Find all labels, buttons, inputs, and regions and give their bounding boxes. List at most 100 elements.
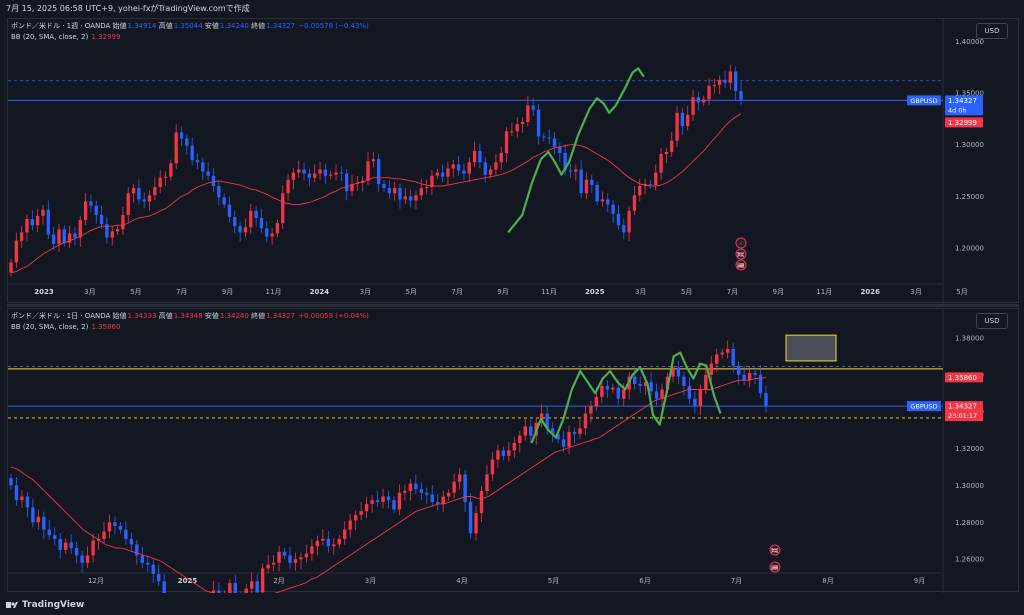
symbol-tag	[907, 401, 941, 412]
candle-body	[387, 188, 391, 194]
candle-body	[343, 529, 347, 539]
price-tag-value: 1.34327	[948, 97, 977, 105]
candle-body	[299, 557, 303, 560]
daily-change: +0.00059 (+0.04%)	[298, 312, 369, 320]
candle-body	[126, 193, 130, 215]
candle-body	[386, 496, 391, 501]
candle-body	[146, 562, 150, 565]
candle-body	[403, 490, 407, 493]
candle-body	[121, 214, 125, 230]
candle-body	[723, 79, 727, 83]
candle-body	[217, 590, 221, 593]
candle-body	[318, 169, 322, 174]
candle-body	[632, 376, 637, 384]
daily-high: 1.34348	[173, 312, 203, 320]
candle-body	[115, 229, 120, 232]
candle-body	[408, 196, 413, 201]
candle-body	[734, 71, 738, 92]
symbol-tag-label: GBPUSD	[910, 403, 937, 411]
x-tick-label: 3月	[360, 288, 371, 296]
candle-body	[398, 188, 402, 200]
weekly-chart-pane[interactable]: 1.40000 1.35000 1.30000 1.25000 1.20000 2023 3…	[7, 18, 1020, 304]
x-tick-label: 5月	[681, 288, 692, 296]
candle-body	[179, 132, 184, 139]
candle-body	[286, 179, 290, 194]
pane-divider[interactable]	[7, 304, 1019, 307]
weekly-chart-svg[interactable]: 1.40000 1.35000 1.30000 1.25000 1.20000 2023 3…	[8, 19, 1020, 304]
y-tick-label: 1.20000	[955, 244, 984, 252]
candle-body	[366, 161, 370, 181]
candle-body	[206, 171, 210, 176]
candle-body	[53, 535, 57, 539]
candle-body	[494, 162, 498, 170]
candle-body	[350, 183, 354, 192]
daily-currency-button[interactable]: USD	[976, 313, 1008, 329]
weekly-currency-button[interactable]: USD	[976, 23, 1008, 39]
candle-body	[211, 590, 216, 593]
x-tick-label: 9月	[773, 288, 784, 296]
candle-body	[291, 172, 296, 180]
event-marker-icon: 🇬🇧	[771, 547, 779, 555]
candle-body	[238, 226, 242, 233]
x-tick-label: 7月	[451, 288, 462, 296]
bb-tag	[945, 372, 983, 383]
candle-body	[638, 185, 642, 196]
candle-body	[403, 196, 407, 200]
candle-body	[676, 367, 681, 377]
candle-body	[329, 174, 333, 176]
weekly-legend: ポンド／米ドル · 1週 · OANDA 始値1.34914 高値1.35044…	[11, 21, 369, 31]
event-marker-circle	[769, 561, 781, 573]
candle-body	[255, 581, 259, 593]
candle-body	[414, 195, 418, 201]
daily-high-label: 高値	[158, 312, 173, 320]
candle-body	[67, 233, 72, 243]
candle-body	[58, 538, 62, 550]
daily-low-label: 安値	[204, 312, 219, 320]
candle-body	[250, 581, 254, 589]
candle-body	[260, 568, 265, 593]
bb-tag-value: 1.32999	[948, 119, 977, 127]
x-tick-label: 7月	[731, 577, 742, 585]
candle-body	[169, 163, 173, 177]
candle-body	[545, 413, 549, 429]
daily-symbol: ポンド／米ドル · 1日 · OANDA	[11, 312, 111, 320]
candle-body	[377, 159, 381, 184]
candle-body	[74, 548, 79, 556]
x-tick-label: 11月	[266, 288, 282, 296]
candle-body	[488, 169, 493, 175]
candle-body	[435, 172, 439, 176]
weekly-close-label: 終値	[251, 22, 266, 30]
candle-body	[702, 99, 706, 103]
candle-body	[364, 503, 369, 512]
daily-chart-pane[interactable]: 1.380001.360001.340001.320001.300001.280…	[7, 308, 1020, 593]
event-marker-icon: 🇬🇧	[737, 251, 745, 259]
candle-body	[567, 431, 571, 447]
candle-body	[648, 183, 653, 185]
price-tag	[945, 95, 983, 116]
x-tick-label: 2023	[34, 288, 54, 296]
candle-body	[680, 112, 685, 127]
candle-body	[504, 131, 509, 153]
candle-body	[526, 105, 530, 123]
candle-body	[419, 489, 424, 493]
candle-body	[397, 492, 402, 510]
candle-body	[249, 210, 253, 228]
daily-chart-svg[interactable]: 1.380001.360001.340001.320001.300001.280…	[8, 309, 1020, 593]
candle-body	[764, 393, 768, 407]
candle-body	[113, 522, 117, 526]
candle-body	[512, 443, 517, 451]
y-tick-label: 1.28000	[955, 519, 984, 527]
candle-body	[584, 179, 589, 194]
y-tick-label: 1.40000	[955, 38, 984, 46]
candle-body	[742, 374, 746, 381]
price-tag-countdown: 4d 0h	[948, 106, 967, 114]
candle-body	[436, 502, 440, 504]
candle-body	[243, 227, 248, 233]
candle-body	[698, 389, 703, 407]
candle-body	[35, 215, 40, 226]
candle-body	[686, 114, 690, 127]
candle-body	[137, 188, 141, 200]
candle-body	[47, 529, 51, 536]
candle-body	[42, 516, 46, 530]
x-tick-label: 9月	[497, 288, 508, 296]
